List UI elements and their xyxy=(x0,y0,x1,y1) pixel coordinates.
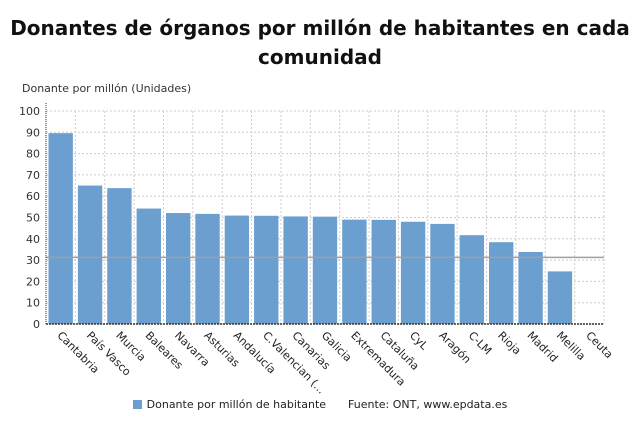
y-tick-label: 80 xyxy=(26,148,40,161)
bar xyxy=(430,223,455,324)
y-tick-label: 60 xyxy=(26,190,40,203)
bar xyxy=(518,252,543,324)
bar xyxy=(254,215,279,324)
legend: Donante por millón de habitante Fuente: O… xyxy=(0,398,640,411)
bar xyxy=(48,133,73,324)
bar xyxy=(459,235,485,324)
y-tick-label: 20 xyxy=(26,275,40,288)
legend-label: Donante por millón de habitante xyxy=(146,398,327,411)
bar xyxy=(547,271,573,324)
x-tick-label: Melilla xyxy=(554,329,588,363)
bar xyxy=(371,219,396,324)
bar xyxy=(224,215,250,324)
bar xyxy=(195,213,220,324)
bar xyxy=(283,216,308,324)
legend-swatch xyxy=(132,400,142,409)
chart-title: Donantes de órganos por millón de habita… xyxy=(10,16,630,69)
y-tick-label: 30 xyxy=(26,254,40,267)
y-tick-label: 90 xyxy=(26,126,40,139)
x-tick-label: Madrid xyxy=(524,329,560,365)
y-tick-label: 0 xyxy=(33,318,40,331)
y-tick-label: 10 xyxy=(26,297,40,310)
bar xyxy=(489,242,514,324)
y-tick-label: 100 xyxy=(19,105,40,118)
bar xyxy=(400,221,426,324)
bar xyxy=(342,219,367,324)
x-tick-label: Ceuta xyxy=(583,329,615,361)
source-note: Fuente: ONT, www.epdata.es xyxy=(348,398,508,411)
bar xyxy=(136,208,161,324)
bar xyxy=(312,216,338,324)
bar xyxy=(107,188,132,324)
x-tick-label: Rioja xyxy=(495,329,523,357)
x-tick-label: Aragón xyxy=(436,329,473,366)
bar xyxy=(165,213,191,324)
y-tick-label: 40 xyxy=(26,233,40,246)
y-tick-label: 50 xyxy=(26,212,40,225)
x-tick-label: CyL xyxy=(407,329,431,353)
bar xyxy=(77,185,103,324)
y-axis-label: Donante por millón (Unidades) xyxy=(22,82,192,95)
y-tick-label: 70 xyxy=(26,169,40,182)
